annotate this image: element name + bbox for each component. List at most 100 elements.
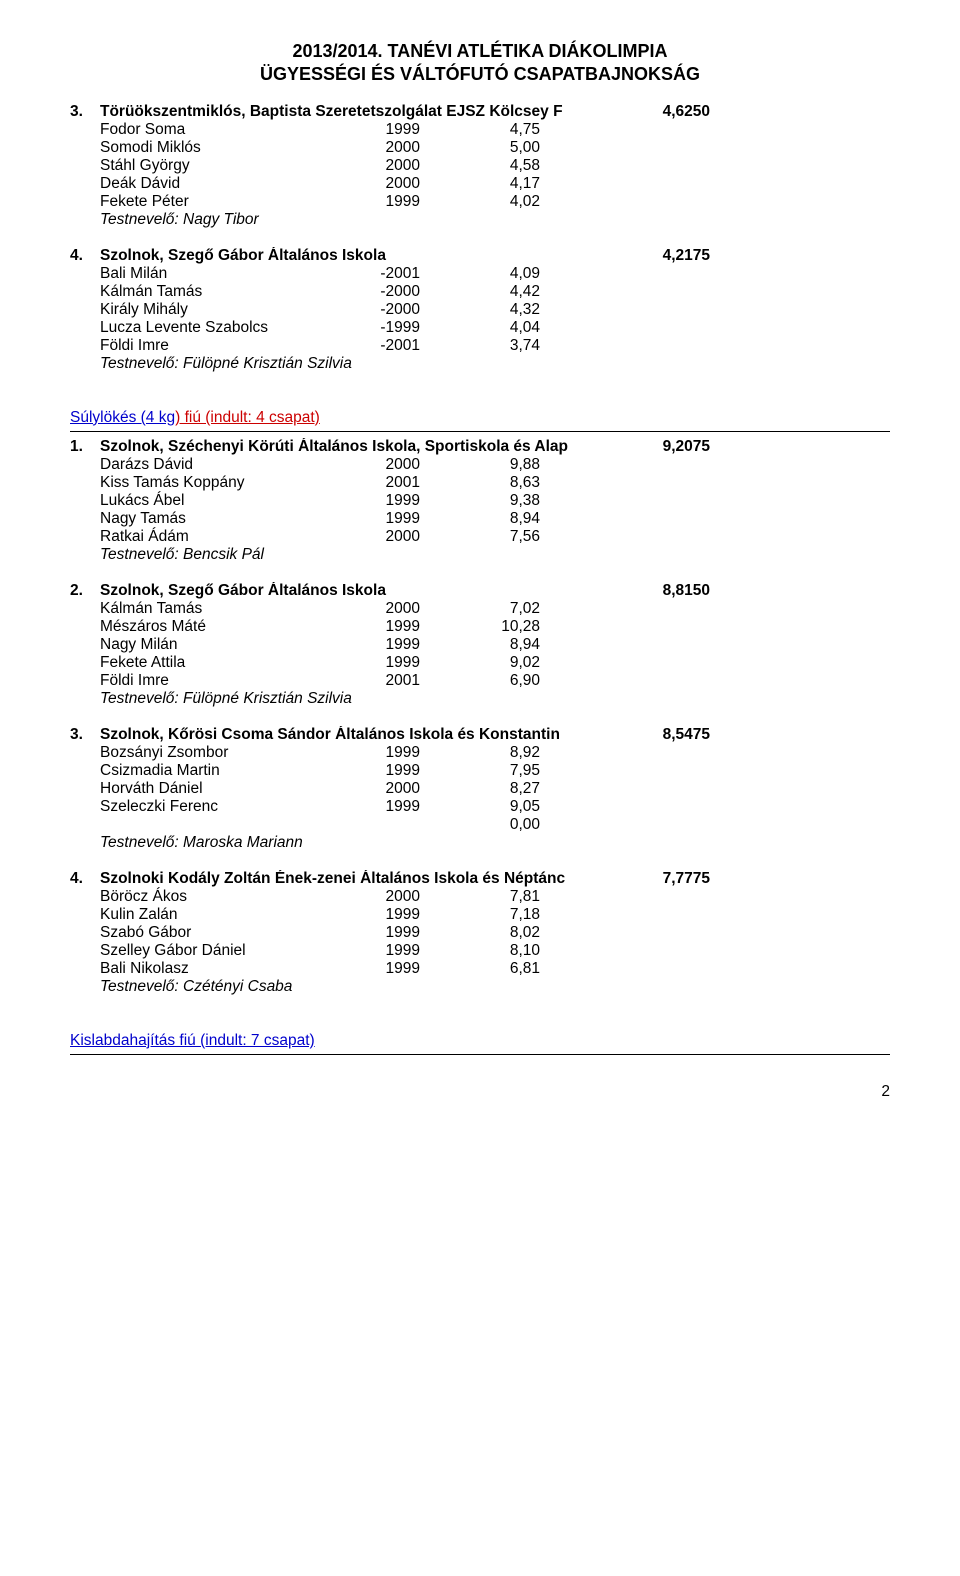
athlete-name: Szelley Gábor Dániel — [100, 942, 330, 960]
athlete-year — [330, 816, 420, 834]
athlete-name: Fekete Péter — [100, 193, 330, 211]
athlete-year: 1999 — [330, 636, 420, 654]
athlete-value: 6,90 — [420, 672, 540, 690]
athlete-value: 8,63 — [420, 474, 540, 492]
athlete-year: -2000 — [330, 301, 420, 319]
athlete-row: Fekete Péter19994,02 — [70, 193, 890, 211]
block-head: 4.Szolnoki Kodály Zoltán Ének-zenei Álta… — [70, 870, 890, 888]
athlete-year: 1999 — [330, 960, 420, 978]
rank: 3. — [70, 103, 100, 121]
athlete-value: 7,81 — [420, 888, 540, 906]
athlete-name: Stáhl György — [100, 157, 330, 175]
top-results: 3.Törüökszentmiklós, Baptista Szeretetsz… — [70, 103, 890, 373]
athlete-year: -2001 — [330, 337, 420, 355]
athlete-year: 1999 — [330, 762, 420, 780]
athlete-value: 8,94 — [420, 510, 540, 528]
rank: 3. — [70, 726, 100, 744]
page-header: 2013/2014. TANÉVI ATLÉTIKA DIÁKOLIMPIA Ü… — [70, 40, 890, 87]
athlete-value: 5,00 — [420, 139, 540, 157]
team-name: Szolnoki Kodály Zoltán Ének-zenei Általá… — [100, 870, 630, 888]
athlete-name: Darázs Dávid — [100, 456, 330, 474]
athlete-row: Stáhl György20004,58 — [70, 157, 890, 175]
result-block: 3.Törüökszentmiklós, Baptista Szeretetsz… — [70, 103, 890, 229]
athlete-year: 2000 — [330, 528, 420, 546]
athlete-row: Böröcz Ákos20007,81 — [70, 888, 890, 906]
section2-divider — [70, 1054, 890, 1055]
athlete-value: 8,02 — [420, 924, 540, 942]
athlete-year: 2000 — [330, 139, 420, 157]
athlete-name — [100, 816, 330, 834]
athlete-row: Bali Milán-20014,09 — [70, 265, 890, 283]
block-head: 4.Szolnok, Szegő Gábor Általános Iskola4… — [70, 247, 890, 265]
athlete-row: Somodi Miklós20005,00 — [70, 139, 890, 157]
team-name: Szolnok, Széchenyi Körúti Általános Isko… — [100, 438, 630, 456]
team-name: Szolnok, Szegő Gábor Általános Iskola — [100, 247, 630, 265]
athlete-name: Kálmán Tamás — [100, 600, 330, 618]
athlete-value: 4,09 — [420, 265, 540, 283]
result-block: 1.Szolnok, Széchenyi Körúti Általános Is… — [70, 438, 890, 564]
athlete-name: Lukács Ábel — [100, 492, 330, 510]
athlete-value: 8,27 — [420, 780, 540, 798]
athlete-row: Kálmán Tamás-20004,42 — [70, 283, 890, 301]
athlete-value: 10,28 — [420, 618, 540, 636]
athlete-name: Kálmán Tamás — [100, 283, 330, 301]
athlete-row: Lucza Levente Szabolcs-19994,04 — [70, 319, 890, 337]
rank: 4. — [70, 870, 100, 888]
athlete-name: Földi Imre — [100, 672, 330, 690]
athlete-name: Bali Nikolasz — [100, 960, 330, 978]
athlete-row: Nagy Milán19998,94 — [70, 636, 890, 654]
athlete-row: Fodor Soma19994,75 — [70, 121, 890, 139]
athlete-year: -2001 — [330, 265, 420, 283]
coach: Testnevelő: Maroska Mariann — [70, 834, 890, 852]
athlete-name: Bozsányi Zsombor — [100, 744, 330, 762]
athlete-year: 1999 — [330, 510, 420, 528]
result-block: 4.Szolnoki Kodály Zoltán Ének-zenei Álta… — [70, 870, 890, 996]
coach: Testnevelő: Fülöpné Krisztián Szilvia — [70, 355, 890, 373]
team-score: 4,6250 — [630, 103, 710, 121]
coach: Testnevelő: Nagy Tibor — [70, 211, 890, 229]
athlete-value: 9,05 — [420, 798, 540, 816]
rank: 4. — [70, 247, 100, 265]
athlete-name: Nagy Milán — [100, 636, 330, 654]
coach: Testnevelő: Bencsik Pál — [70, 546, 890, 564]
result-block: 4.Szolnok, Szegő Gábor Általános Iskola4… — [70, 247, 890, 373]
athlete-name: Kulin Zalán — [100, 906, 330, 924]
section1-results: 1.Szolnok, Széchenyi Körúti Általános Is… — [70, 438, 890, 996]
athlete-name: Szeleczki Ferenc — [100, 798, 330, 816]
athlete-year: 2000 — [330, 175, 420, 193]
block-head: 3.Törüökszentmiklós, Baptista Szeretetsz… — [70, 103, 890, 121]
section-title-red: ) fiú (indult: 4 csapat) — [175, 409, 320, 426]
athlete-row: Földi Imre20016,90 — [70, 672, 890, 690]
athlete-name: Horváth Dániel — [100, 780, 330, 798]
athlete-value: 7,02 — [420, 600, 540, 618]
athlete-row: Bali Nikolasz19996,81 — [70, 960, 890, 978]
athlete-name: Bali Milán — [100, 265, 330, 283]
coach: Testnevelő: Czétényi Csaba — [70, 978, 890, 996]
result-block: 2.Szolnok, Szegő Gábor Általános Iskola8… — [70, 582, 890, 708]
athlete-value: 9,38 — [420, 492, 540, 510]
athlete-row: Ratkai Ádám20007,56 — [70, 528, 890, 546]
athlete-year: 1999 — [330, 193, 420, 211]
athlete-year: 1999 — [330, 121, 420, 139]
athlete-name: Somodi Miklós — [100, 139, 330, 157]
athlete-value: 4,04 — [420, 319, 540, 337]
athlete-value: 9,02 — [420, 654, 540, 672]
athlete-name: Mészáros Máté — [100, 618, 330, 636]
team-score: 4,2175 — [630, 247, 710, 265]
athlete-name: Király Mihály — [100, 301, 330, 319]
athlete-row: Nagy Tamás19998,94 — [70, 510, 890, 528]
athlete-value: 3,74 — [420, 337, 540, 355]
athlete-row: Szelley Gábor Dániel19998,10 — [70, 942, 890, 960]
athlete-year: 2000 — [330, 600, 420, 618]
athlete-row: Király Mihály-20004,32 — [70, 301, 890, 319]
athlete-value: 0,00 — [420, 816, 540, 834]
header-line1: 2013/2014. TANÉVI ATLÉTIKA DIÁKOLIMPIA — [70, 40, 890, 63]
athlete-name: Ratkai Ádám — [100, 528, 330, 546]
athlete-value: 4,58 — [420, 157, 540, 175]
section-title-blue: Súlylökés (4 kg — [70, 409, 175, 426]
athlete-value: 7,18 — [420, 906, 540, 924]
section-title-kislabda: Kislabdahajítás fiú (indult: 7 csapat) — [70, 1032, 890, 1050]
athlete-name: Nagy Tamás — [100, 510, 330, 528]
athlete-name: Szabó Gábor — [100, 924, 330, 942]
section-divider — [70, 431, 890, 432]
